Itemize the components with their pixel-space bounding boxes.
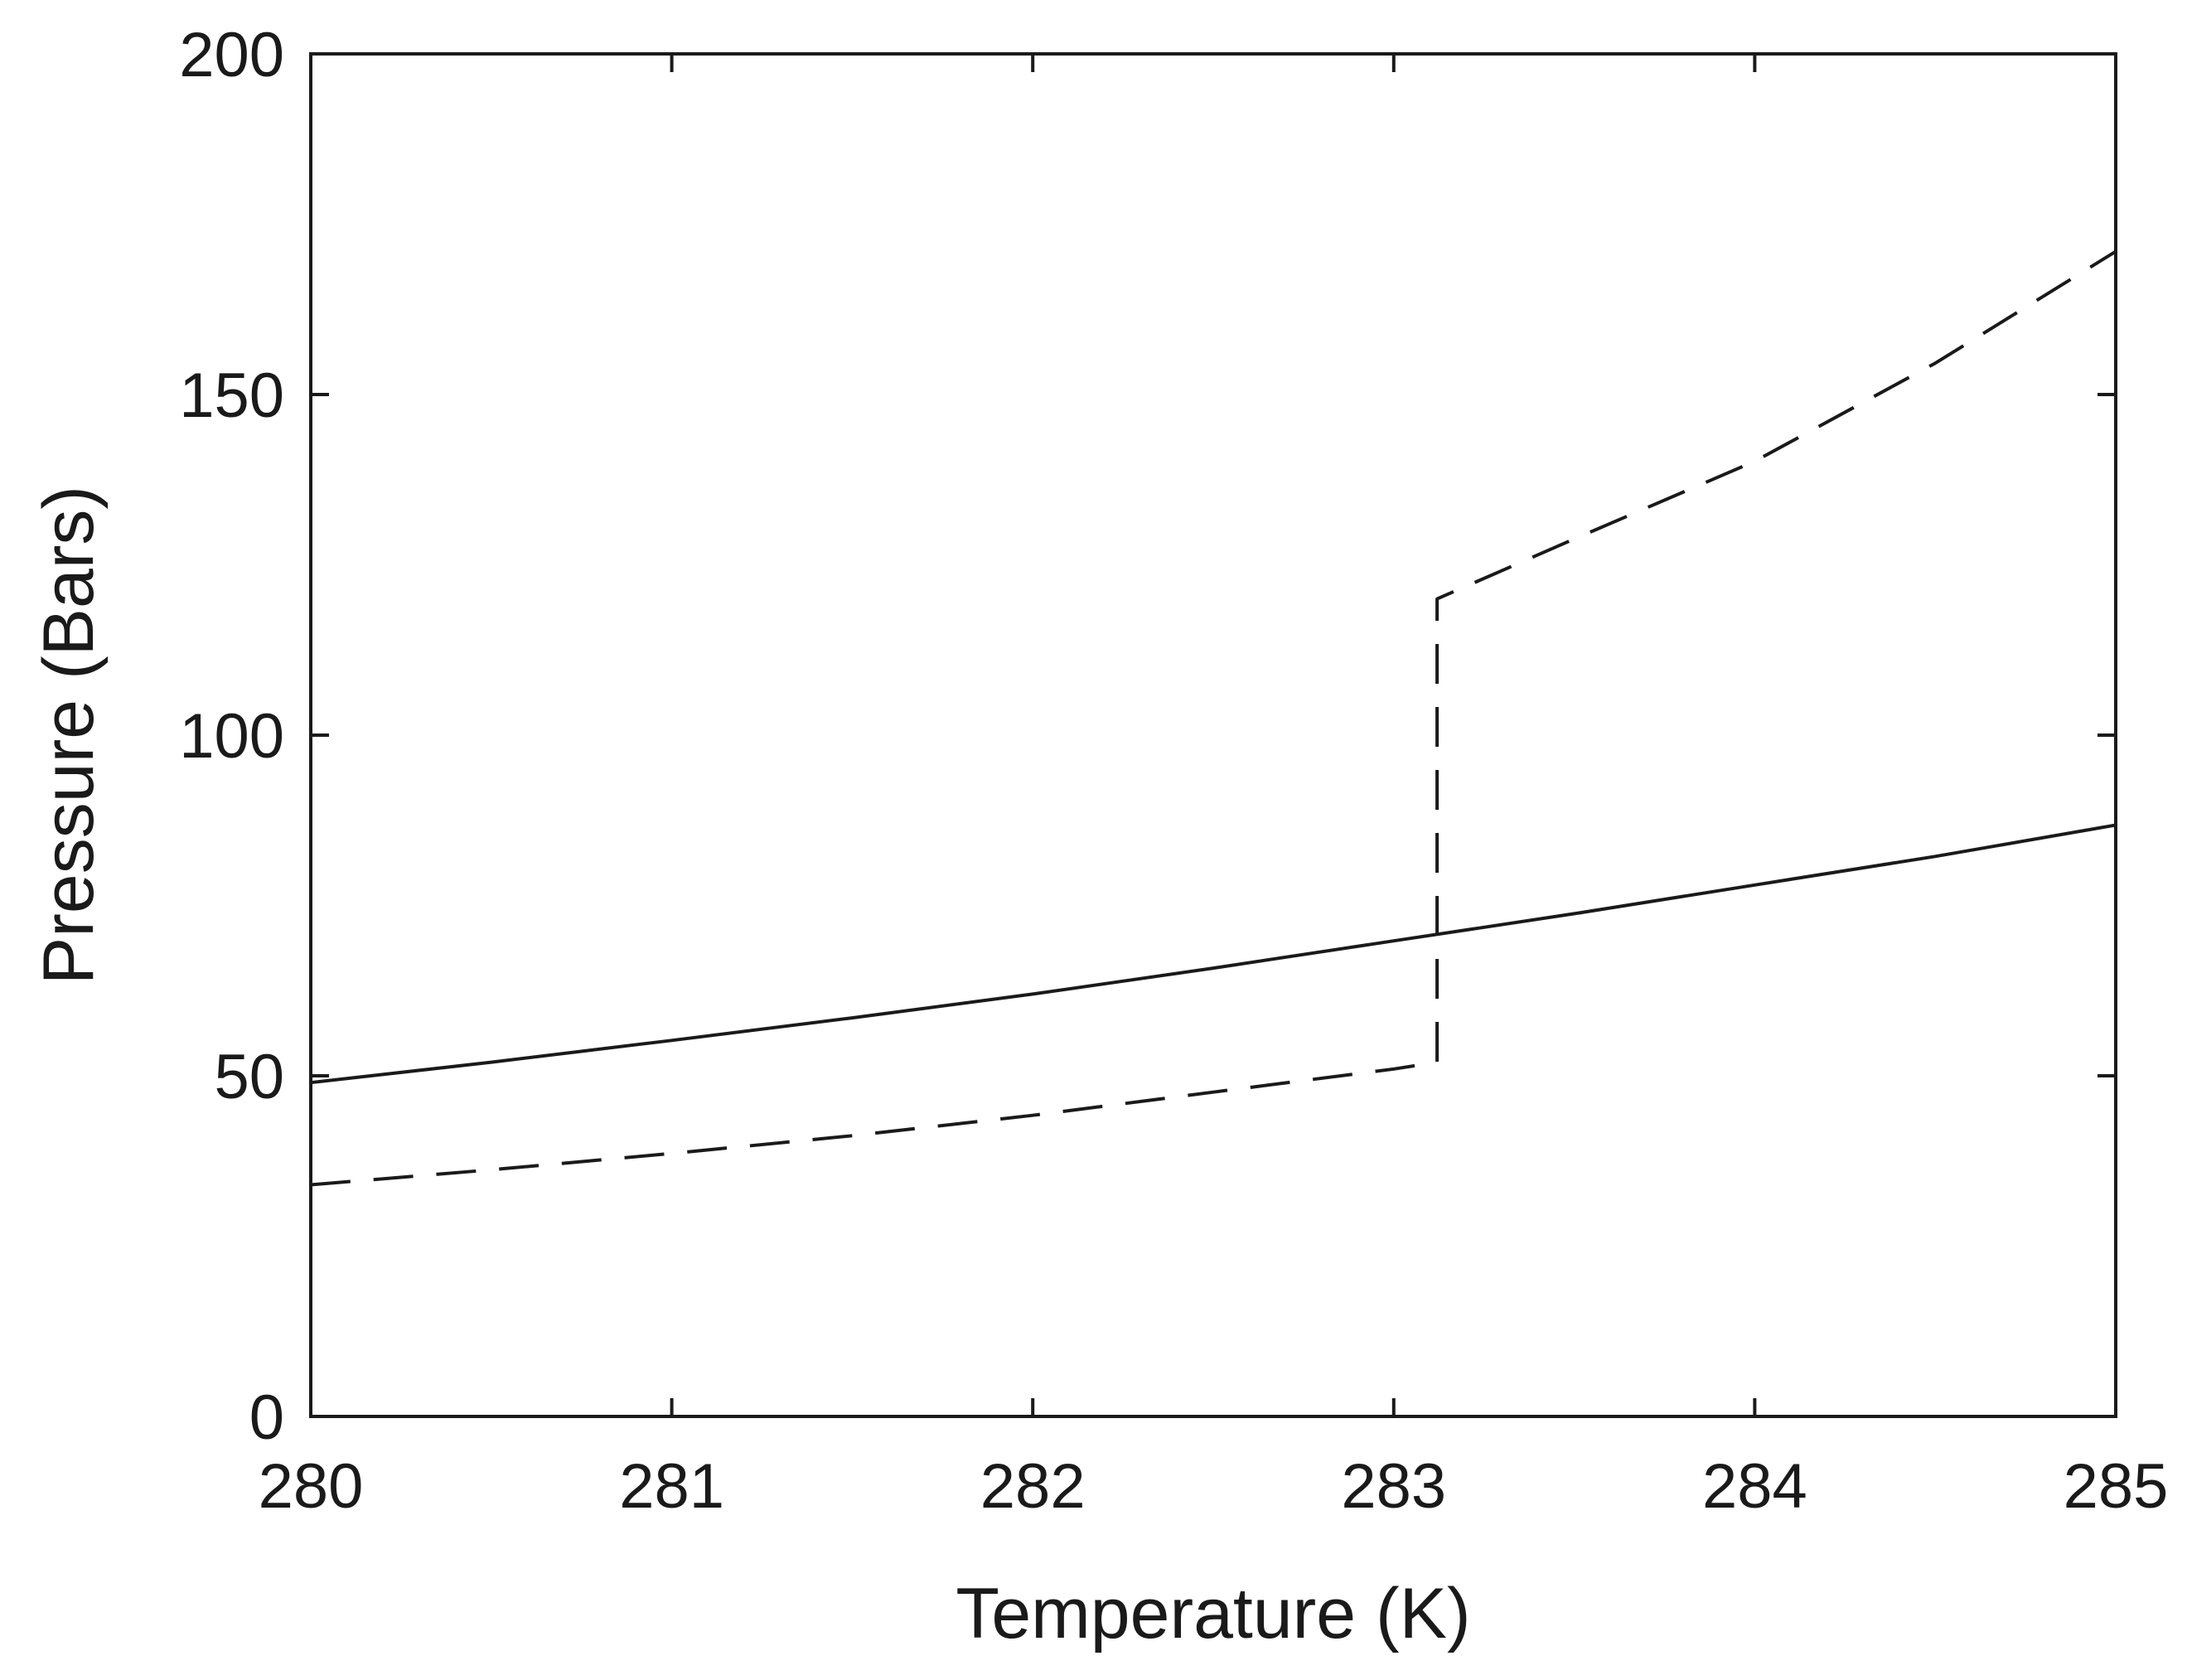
y-tick-label: 100: [179, 701, 284, 772]
series-layer: [310, 249, 2117, 1187]
dashed-series-line: [310, 249, 2117, 1187]
solid-series-line: [310, 823, 2117, 1085]
y-tick-label: 200: [179, 20, 284, 90]
y-tick-label: 150: [179, 361, 284, 431]
x-tick-label: 280: [259, 1451, 364, 1522]
y-axis-ticks: 0 50 100 150 200: [179, 20, 2116, 1453]
plot-frame: [309, 52, 2117, 1418]
x-tick-label: 284: [1702, 1451, 1807, 1522]
x-axis-ticks: 280 281 282 283 284 285: [259, 54, 2169, 1522]
y-axis-title: Pressure (Bars): [29, 486, 109, 985]
x-tick-label: 281: [619, 1451, 724, 1522]
x-tick-label: 283: [1341, 1451, 1446, 1522]
x-tick-label: 282: [980, 1451, 1086, 1522]
y-tick-label: 0: [249, 1382, 284, 1453]
x-tick-label: 285: [2064, 1451, 2169, 1522]
x-axis-title: Temperature (K): [956, 1574, 1470, 1653]
y-tick-label: 50: [214, 1042, 284, 1112]
